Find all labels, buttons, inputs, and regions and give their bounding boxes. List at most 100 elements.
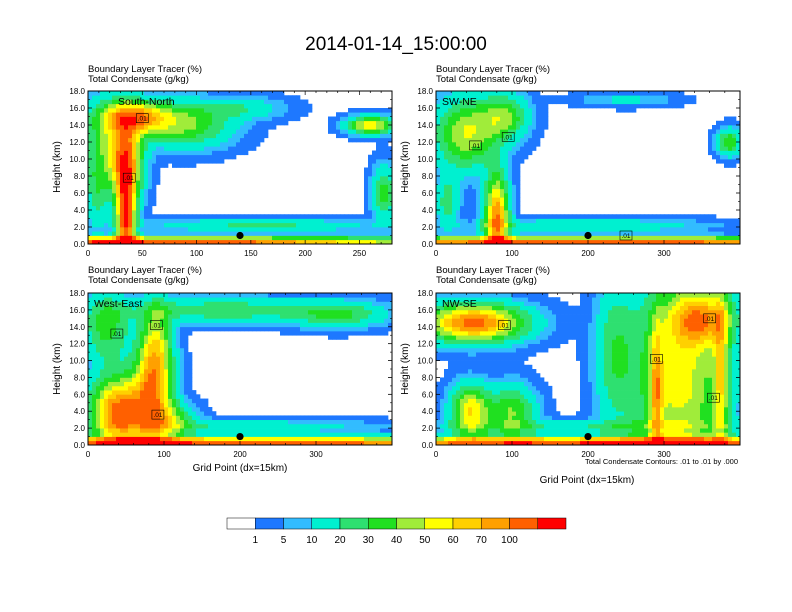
heatmap-cell (356, 231, 361, 236)
heatmap-cell (172, 314, 177, 319)
heatmap-cell (508, 184, 513, 190)
heatmap-cell (236, 301, 241, 307)
heatmap-cell (628, 239, 633, 245)
heatmap-cell (624, 214, 629, 219)
heatmap-cell (188, 222, 193, 228)
heatmap-cell (444, 150, 449, 156)
heatmap-cell (460, 184, 465, 190)
heatmap-cell (144, 339, 149, 345)
heatmap-cell (312, 415, 317, 421)
heatmap-cell (164, 339, 169, 345)
x-tick-label: 100 (190, 249, 204, 258)
heatmap-cell (204, 309, 209, 315)
heatmap-cell (112, 167, 117, 173)
heatmap-cell (156, 293, 161, 298)
heatmap-cell (440, 184, 445, 190)
heatmap-cell (152, 150, 157, 156)
heatmap-cell (136, 331, 141, 336)
heatmap-cell (480, 112, 485, 117)
heatmap-cell (88, 305, 93, 311)
heatmap-cell (192, 419, 197, 425)
heatmap-cell (140, 385, 145, 391)
heatmap-cell (164, 407, 169, 412)
heatmap-cell (388, 231, 393, 236)
heatmap-cell (688, 218, 693, 224)
heatmap-cell (156, 133, 161, 139)
heatmap-cell (116, 218, 121, 224)
heatmap-cell (128, 171, 133, 177)
heatmap-cell (120, 407, 125, 412)
heatmap-cell (200, 301, 205, 307)
heatmap-cell (156, 398, 161, 404)
heatmap-cell (200, 116, 205, 122)
heatmap-cell (220, 99, 225, 105)
heatmap-cell (92, 129, 97, 134)
heatmap-cell (456, 108, 461, 113)
heatmap-cell (456, 171, 461, 177)
heatmap-cell (612, 214, 617, 219)
heatmap-cell (444, 99, 449, 105)
heatmap-cell (168, 222, 173, 228)
heatmap-cell (508, 239, 513, 245)
heatmap-cell (100, 91, 105, 96)
panel-header-condensate: Total Condensate (g/kg) (88, 275, 189, 286)
heatmap-cell (736, 222, 741, 228)
heatmap-cell (228, 239, 233, 245)
heatmap-cell (316, 293, 321, 298)
heatmap-cell (120, 184, 125, 190)
heatmap-cell (160, 364, 165, 370)
heatmap-cell (640, 218, 645, 224)
heatmap-cell (240, 239, 245, 245)
heatmap-cell (192, 305, 197, 311)
heatmap-cell (140, 167, 145, 173)
heatmap-cell (276, 326, 281, 332)
heatmap-cell (244, 436, 249, 442)
heatmap-cell (100, 180, 105, 185)
heatmap-cell (184, 360, 189, 366)
heatmap-cell (136, 214, 141, 219)
heatmap-cell (692, 222, 697, 228)
heatmap-cell (448, 99, 453, 105)
heatmap-cell (132, 188, 137, 194)
heatmap-cell (456, 180, 461, 185)
heatmap-cell (108, 146, 113, 151)
heatmap-cell (500, 91, 505, 96)
heatmap-cell (388, 159, 393, 164)
heatmap-cell (448, 214, 453, 219)
plot-area: .01.01.010.02.04.06.08.010.012.014.016.0… (69, 289, 393, 459)
heatmap-cell (232, 231, 237, 236)
heatmap-cell (104, 201, 109, 207)
heatmap-cell (116, 352, 121, 357)
heatmap-cell (128, 440, 133, 446)
heatmap-cell (244, 305, 249, 311)
heatmap-cell (192, 423, 197, 429)
heatmap-cell (188, 129, 193, 134)
heatmap-cell (184, 364, 189, 370)
heatmap-cell (616, 222, 621, 228)
heatmap-cell (232, 297, 237, 302)
heatmap-cell (240, 301, 245, 307)
heatmap-cell (544, 222, 549, 228)
heatmap-cell (112, 369, 117, 374)
heatmap-cell (452, 137, 457, 143)
heatmap-cell (496, 91, 501, 96)
y-tick-label: 0.0 (74, 240, 86, 249)
heatmap-cell (204, 415, 209, 421)
heatmap-cell (308, 423, 313, 429)
heatmap-cell (172, 222, 177, 228)
y-tick-label: 18.0 (417, 87, 433, 96)
heatmap-cell (272, 293, 277, 298)
y-tick-label: 18.0 (69, 87, 85, 96)
heatmap-cell (168, 108, 173, 113)
heatmap-cell (352, 125, 357, 130)
heatmap-cell (560, 95, 565, 100)
heatmap-cell (276, 120, 281, 126)
heatmap-cell (544, 227, 549, 232)
heatmap-cell (200, 305, 205, 311)
heatmap-cell (144, 326, 149, 332)
heatmap-cell (140, 407, 145, 412)
heatmap-cell (636, 227, 641, 232)
heatmap-cell (100, 419, 105, 425)
heatmap-cell (664, 231, 669, 236)
heatmap-cell (112, 419, 117, 425)
